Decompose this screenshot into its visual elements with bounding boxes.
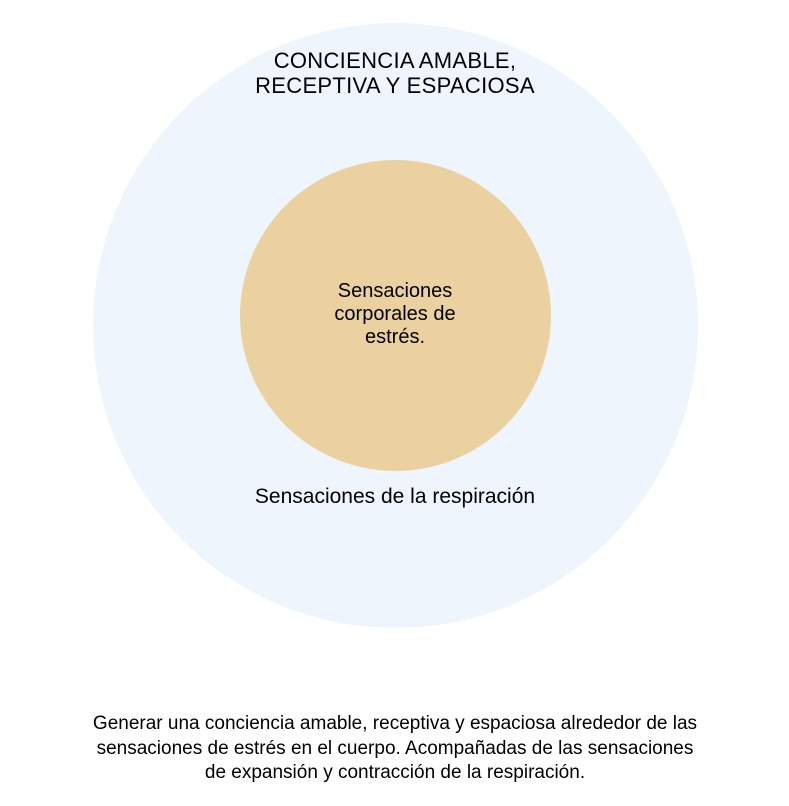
outer-circle-label: CONCIENCIA AMABLE, RECEPTIVA Y ESPACIOSA [195,48,595,99]
inner-circle-label: Sensaciones corporales de estrés. [275,280,515,349]
breathing-label: Sensaciones de la respiración [195,485,595,509]
diagram-container: CONCIENCIA AMABLE, RECEPTIVA Y ESPACIOSA… [0,0,789,806]
diagram-caption: Generar una conciencia amable, receptiva… [90,712,700,786]
